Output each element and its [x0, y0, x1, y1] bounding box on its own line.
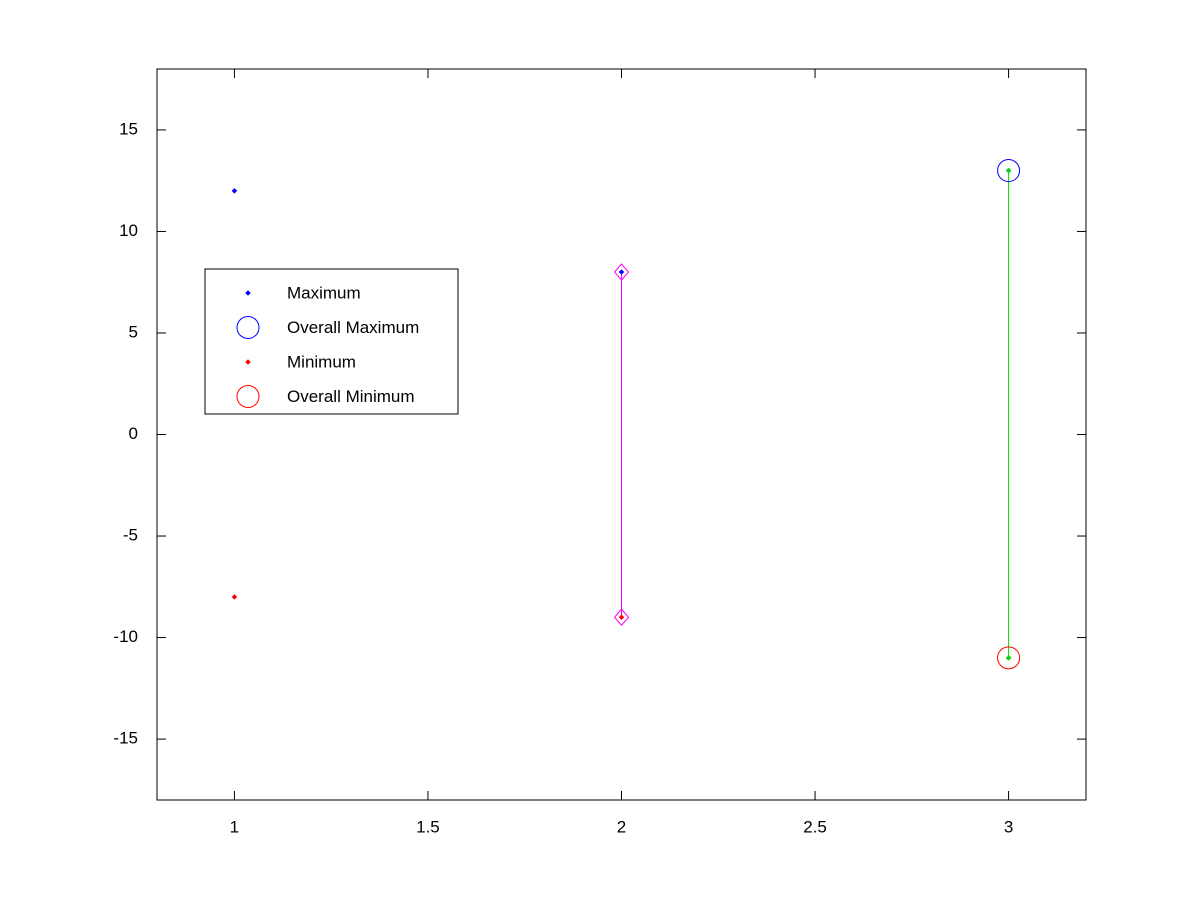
marker-circle	[997, 646, 1021, 670]
marker-diamond	[613, 263, 630, 281]
legend-label: Overall Maximum	[287, 318, 419, 337]
legend-marker	[236, 316, 260, 339]
legend-marker	[245, 359, 251, 365]
y-tick-label: -15	[113, 729, 138, 748]
y-tick-label: 10	[119, 221, 138, 240]
legend-marker	[245, 290, 251, 296]
marker-dot	[231, 187, 238, 194]
marker-dot	[1005, 655, 1012, 661]
y-tick-label: 0	[129, 424, 138, 443]
legend-marker	[236, 385, 260, 408]
y-tick-label: 5	[129, 322, 138, 341]
legend-label: Minimum	[287, 352, 356, 371]
legend-label: Maximum	[287, 283, 361, 302]
y-tick-label: 15	[119, 119, 138, 138]
marker-dot	[618, 269, 625, 275]
legend-label: Overall Minimum	[287, 387, 415, 406]
x-tick-label: 1	[230, 817, 239, 836]
marker-dot	[231, 594, 238, 600]
marker-dot	[618, 614, 625, 621]
y-tick-label: -5	[123, 526, 138, 545]
x-tick-label: 2.5	[803, 817, 827, 836]
marker-circle	[997, 159, 1021, 183]
x-tick-label: 3	[1004, 817, 1013, 836]
x-tick-label: 1.5	[416, 817, 440, 836]
y-tick-label: -10	[113, 627, 138, 646]
marker-dot	[1005, 167, 1012, 174]
marker-diamond	[613, 608, 630, 627]
x-tick-label: 2	[617, 817, 626, 836]
